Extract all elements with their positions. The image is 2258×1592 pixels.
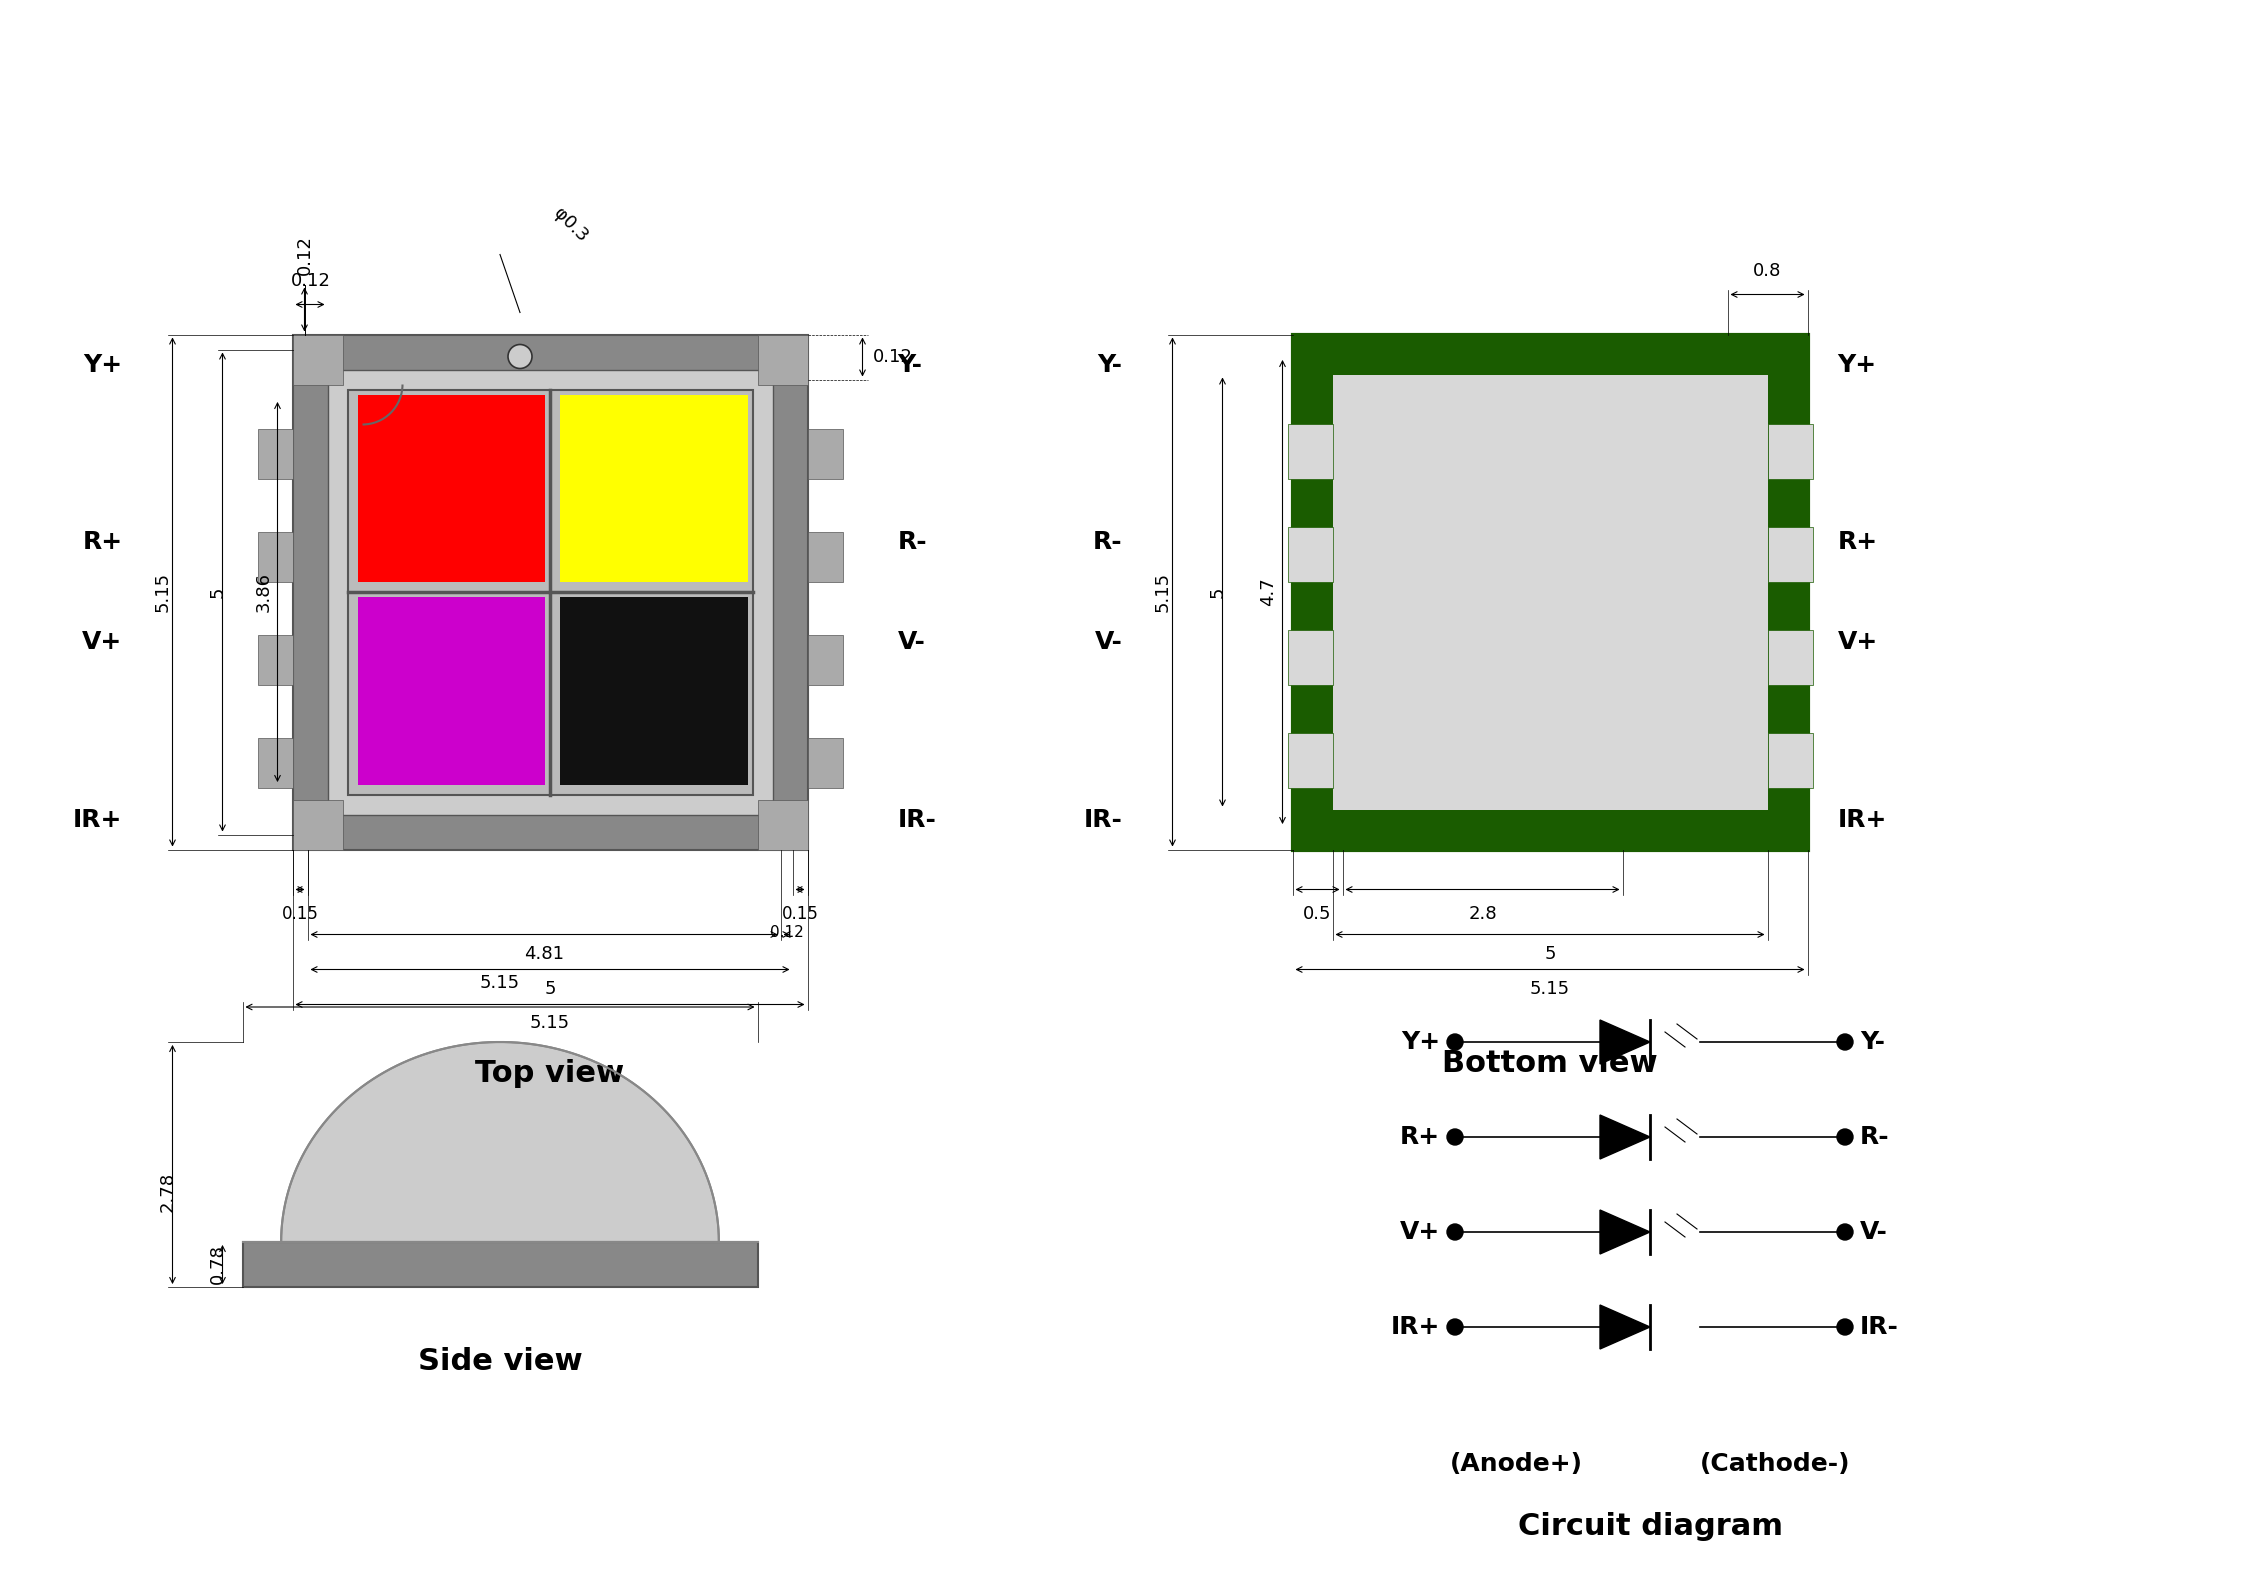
Text: 5.15: 5.15	[154, 572, 172, 611]
Bar	[1768, 630, 1813, 685]
Bar	[357, 597, 544, 785]
Text: IR-: IR-	[1084, 807, 1122, 831]
Text: R-: R-	[896, 530, 928, 554]
Bar	[1287, 527, 1332, 583]
Text: R-: R-	[1861, 1126, 1890, 1149]
Bar	[1768, 423, 1813, 479]
Circle shape	[1838, 1224, 1854, 1240]
Text: V+: V+	[1400, 1219, 1441, 1243]
Text: Side view: Side view	[418, 1347, 583, 1375]
Text: 2.78: 2.78	[158, 1172, 176, 1212]
Bar	[294, 334, 808, 850]
Text: (Anode+): (Anode+)	[1450, 1452, 1583, 1476]
Bar	[348, 390, 752, 794]
Circle shape	[1447, 1224, 1463, 1240]
Polygon shape	[1601, 1210, 1651, 1254]
Bar	[1332, 374, 1768, 809]
Bar	[1768, 732, 1813, 788]
Text: 4.7: 4.7	[1260, 578, 1278, 607]
Circle shape	[1447, 1033, 1463, 1051]
Bar	[242, 1242, 756, 1286]
Text: R+: R+	[81, 530, 122, 554]
Circle shape	[1838, 1129, 1854, 1145]
Polygon shape	[1601, 1114, 1651, 1159]
Circle shape	[508, 344, 533, 368]
Text: IR+: IR+	[1391, 1315, 1441, 1339]
Bar	[756, 334, 808, 385]
Bar	[327, 369, 772, 815]
Bar	[257, 532, 294, 583]
Polygon shape	[1601, 1305, 1651, 1348]
Text: 0.12: 0.12	[296, 234, 314, 274]
Text: V+: V+	[1838, 630, 1879, 654]
Text: Y-: Y-	[1861, 1030, 1885, 1054]
Text: 2.8: 2.8	[1468, 904, 1497, 922]
Bar	[560, 597, 747, 785]
Bar	[357, 395, 544, 583]
Bar	[560, 395, 747, 583]
Text: 0.12: 0.12	[872, 347, 912, 366]
Text: IR+: IR+	[72, 807, 122, 831]
Text: (Cathode-): (Cathode-)	[1700, 1452, 1849, 1476]
Text: R-: R-	[1093, 530, 1122, 554]
Bar	[294, 334, 343, 385]
Text: 5.15: 5.15	[1531, 979, 1569, 998]
Bar	[1287, 732, 1332, 788]
Text: Y+: Y+	[1400, 1030, 1441, 1054]
Bar	[257, 739, 294, 788]
Text: Y+: Y+	[84, 352, 122, 376]
Bar	[808, 739, 842, 788]
Text: IR+: IR+	[1838, 807, 1888, 831]
Text: 5.15: 5.15	[1154, 572, 1172, 611]
Bar	[756, 799, 808, 850]
Text: 0.8: 0.8	[1752, 261, 1782, 280]
Polygon shape	[1601, 1020, 1651, 1063]
Text: IR-: IR-	[896, 807, 937, 831]
Text: Top view: Top view	[476, 1060, 625, 1089]
Text: R+: R+	[1838, 530, 1879, 554]
Bar	[1768, 527, 1813, 583]
Text: V-: V-	[1095, 630, 1122, 654]
Circle shape	[1447, 1320, 1463, 1336]
Text: 0.15: 0.15	[282, 904, 318, 922]
Text: V-: V-	[1861, 1219, 1888, 1243]
Text: 5: 5	[1544, 944, 1556, 963]
Text: Bottom view: Bottom view	[1443, 1049, 1657, 1078]
Bar	[257, 635, 294, 685]
Bar	[1287, 423, 1332, 479]
Text: 5.15: 5.15	[481, 974, 519, 992]
Text: IR-: IR-	[1861, 1315, 1899, 1339]
Text: 0.5: 0.5	[1303, 904, 1332, 922]
Text: 5: 5	[544, 979, 555, 998]
Bar	[808, 428, 842, 479]
Bar	[1292, 334, 1806, 850]
Text: 5: 5	[208, 586, 226, 597]
Text: 0.78: 0.78	[208, 1245, 226, 1285]
Bar	[808, 635, 842, 685]
Bar	[257, 428, 294, 479]
Text: Y-: Y-	[1097, 352, 1122, 376]
Text: Y+: Y+	[1838, 352, 1876, 376]
Text: 4.81: 4.81	[524, 944, 564, 963]
Text: φ0.3: φ0.3	[551, 204, 592, 245]
Text: 0.12: 0.12	[291, 272, 330, 290]
Text: V-: V-	[896, 630, 926, 654]
Circle shape	[1838, 1320, 1854, 1336]
Text: V+: V+	[81, 630, 122, 654]
Text: Circuit diagram: Circuit diagram	[1517, 1512, 1782, 1541]
Circle shape	[1838, 1033, 1854, 1051]
Text: 3.86: 3.86	[255, 572, 273, 611]
Bar	[1287, 630, 1332, 685]
Text: 0.12: 0.12	[770, 925, 804, 939]
Text: 5.15: 5.15	[531, 1014, 569, 1033]
Polygon shape	[282, 1043, 718, 1242]
Text: R+: R+	[1400, 1126, 1441, 1149]
Bar	[808, 532, 842, 583]
Text: 5: 5	[1208, 586, 1226, 597]
Text: Y-: Y-	[896, 352, 924, 376]
Circle shape	[1447, 1129, 1463, 1145]
Bar	[294, 799, 343, 850]
Text: 0.15: 0.15	[781, 904, 817, 922]
